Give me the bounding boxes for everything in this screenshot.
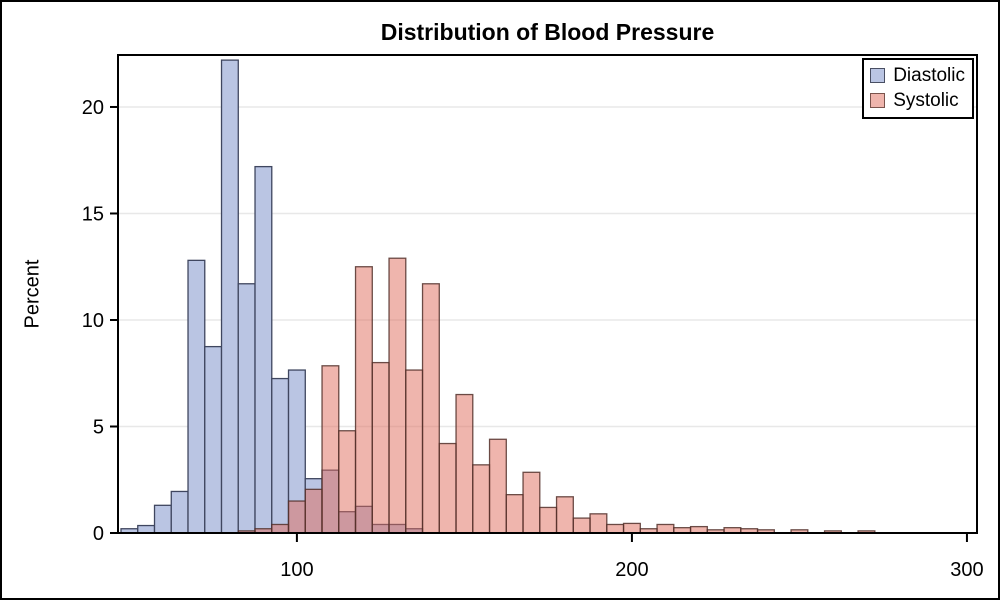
bar-systolic-110 (321, 365, 340, 534)
bar-systolic-190 (589, 513, 608, 534)
systolic-swatch-icon (870, 93, 886, 108)
bar-systolic-125 (371, 361, 390, 534)
bar-diastolic-95 (271, 377, 290, 534)
bar-systolic-165 (505, 494, 524, 534)
bar-systolic-175 (539, 506, 558, 534)
bar-systolic-155 (472, 464, 491, 534)
bar-diastolic-70 (187, 259, 206, 534)
bar-systolic-135 (405, 369, 424, 534)
bar-systolic-145 (438, 442, 457, 534)
bar-diastolic-60 (153, 504, 172, 534)
bar-systolic-185 (572, 517, 591, 534)
bar-systolic-150 (455, 393, 474, 534)
x-tick-label-300: 300 (950, 559, 983, 581)
bar-systolic-210 (656, 523, 675, 534)
x-tick-label-100: 100 (280, 559, 313, 581)
y-tick-label-20: 20 (82, 97, 104, 119)
bar-systolic-200 (622, 522, 641, 534)
bar-systolic-140 (421, 283, 440, 534)
y-tick-label-15: 15 (82, 203, 104, 225)
legend-entry-systolic: Systolic (870, 88, 965, 113)
x-tick-label-200: 200 (615, 559, 648, 581)
bar-diastolic-65 (170, 490, 189, 534)
legend-label: Diastolic (893, 65, 965, 86)
y-tick-label-0: 0 (93, 523, 104, 545)
legend-label: Systolic (893, 90, 959, 111)
bar-systolic-115 (338, 430, 357, 534)
diastolic-swatch-icon (870, 68, 886, 83)
bar-systolic-95 (271, 523, 290, 534)
bar-systolic-170 (522, 471, 541, 534)
chart-title: Distribution of Blood Pressure (380, 19, 715, 45)
bar-systolic-105 (304, 488, 323, 534)
plot-frame (117, 54, 978, 534)
bar-diastolic-55 (137, 524, 156, 534)
bar-systolic-195 (606, 523, 625, 534)
bar-systolic-180 (555, 496, 574, 534)
bar-diastolic-80 (220, 59, 239, 534)
bar-systolic-160 (488, 438, 507, 534)
bar-systolic-130 (388, 257, 407, 534)
y-tick-label-5: 5 (93, 416, 104, 438)
bar-diastolic-90 (254, 165, 273, 534)
legend: Diastolic Systolic (862, 58, 974, 119)
legend-entry-diastolic: Diastolic (870, 63, 965, 88)
bar-diastolic-85 (237, 283, 256, 534)
bar-systolic-100 (287, 500, 306, 534)
y-tick-label-10: 10 (82, 310, 104, 332)
bar-diastolic-75 (204, 345, 223, 534)
bar-systolic-120 (354, 266, 373, 534)
